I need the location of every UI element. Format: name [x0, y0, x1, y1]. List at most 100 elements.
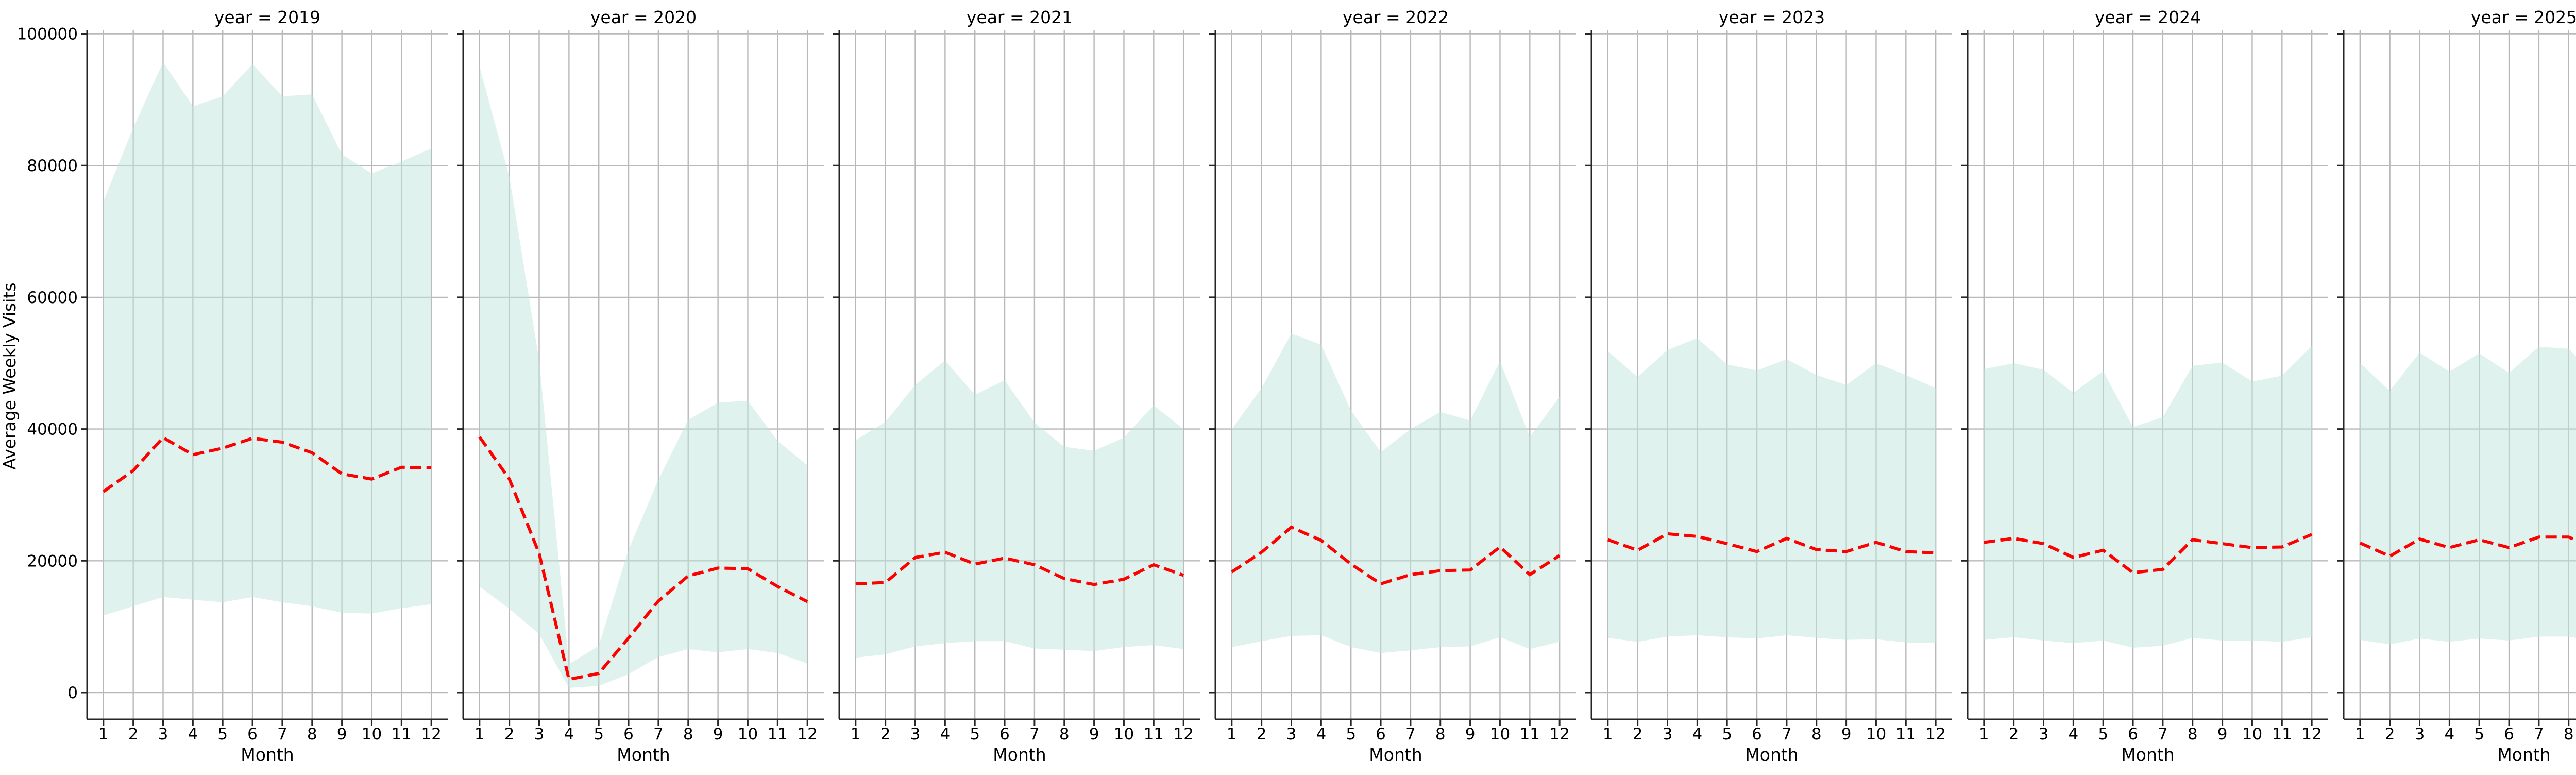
x-tick-label: 8 [2564, 725, 2574, 744]
x-tick-label: 11 [1896, 725, 1916, 744]
x-tick-label: 6 [2128, 725, 2138, 744]
panel-title: year = 2019 [214, 7, 320, 27]
x-tick-label: 2 [880, 725, 891, 744]
x-tick-label: 6 [2504, 725, 2514, 744]
y-tick-label: 100000 [17, 25, 78, 44]
y-tick-label: 0 [67, 684, 78, 702]
x-tick-label: 4 [940, 725, 950, 744]
median-line [103, 435, 432, 493]
x-tick-label: 3 [2415, 725, 2425, 744]
x-tick-label: 12 [1549, 725, 1569, 744]
panel-title: year = 2024 [2095, 7, 2201, 27]
y-tick-label: 60000 [27, 289, 78, 307]
x-tick-label: 12 [421, 725, 441, 744]
x-tick-label: 5 [1346, 725, 1356, 744]
x-tick-label: 1 [1979, 725, 1989, 744]
x-tick-label: 7 [2534, 725, 2544, 744]
x-axis-label: Month [2497, 745, 2550, 765]
x-tick-label: 3 [910, 725, 921, 744]
x-tick-label: 1 [1227, 725, 1237, 744]
x-tick-label: 9 [337, 725, 347, 744]
x-tick-label: 10 [1866, 725, 1886, 744]
y-tick-label: 40000 [27, 420, 78, 439]
x-tick-label: 5 [2098, 725, 2108, 744]
x-tick-label: 8 [1811, 725, 1822, 744]
x-tick-label: 9 [1841, 725, 1852, 744]
y-axis-label: Average Weekly Visits [0, 282, 20, 469]
y-tick-label: 80000 [27, 157, 78, 175]
median-line [2359, 535, 2576, 558]
panel-title: year = 2021 [967, 7, 1073, 27]
x-tick-label: 6 [247, 725, 258, 744]
x-tick-label: 7 [277, 725, 287, 744]
x-tick-label: 9 [713, 725, 723, 744]
x-tick-label: 1 [851, 725, 861, 744]
x-tick-label: 2 [128, 725, 139, 744]
x-tick-label: 10 [2242, 725, 2262, 744]
x-tick-label: 2 [1257, 725, 1267, 744]
x-tick-label: 10 [1114, 725, 1134, 744]
x-tick-label: 4 [188, 725, 198, 744]
x-tick-label: 2 [2009, 725, 2019, 744]
percentile-band [855, 360, 1184, 658]
x-axis-label: Month [617, 745, 670, 765]
x-tick-label: 8 [1059, 725, 1070, 744]
x-tick-label: 12 [1925, 725, 1945, 744]
x-tick-label: 11 [2272, 725, 2292, 744]
x-tick-label: 11 [768, 725, 788, 744]
percentile-band [2360, 346, 2576, 645]
x-tick-label: 10 [738, 725, 758, 744]
x-tick-label: 5 [217, 725, 228, 744]
median-line [1231, 525, 1561, 586]
x-tick-label: 11 [392, 725, 412, 744]
percentile-band [1607, 338, 1936, 644]
x-tick-label: 3 [1286, 725, 1297, 744]
x-tick-label: 12 [797, 725, 817, 744]
x-tick-label: 3 [2039, 725, 2049, 744]
panel-title: year = 2020 [590, 7, 697, 27]
panel-title: year = 2022 [1343, 7, 1449, 27]
x-axis-label: Month [1369, 745, 1422, 765]
x-tick-label: 1 [2355, 725, 2365, 744]
median-line [478, 436, 808, 681]
x-tick-label: 6 [999, 725, 1010, 744]
x-tick-label: 5 [2474, 725, 2484, 744]
x-tick-label: 4 [2444, 725, 2454, 744]
percentile-band [103, 62, 432, 616]
panel-title: year = 2023 [1719, 7, 1825, 27]
x-tick-label: 2 [1633, 725, 1643, 744]
x-tick-label: 2 [504, 725, 515, 744]
x-tick-label: 1 [1603, 725, 1613, 744]
median-line [1607, 532, 1936, 554]
x-tick-label: 10 [362, 725, 382, 744]
x-tick-label: 8 [2188, 725, 2198, 744]
x-tick-label: 5 [1722, 725, 1732, 744]
x-tick-label: 5 [970, 725, 980, 744]
x-tick-label: 3 [158, 725, 168, 744]
percentile-band [1231, 333, 1560, 653]
x-tick-label: 5 [594, 725, 604, 744]
x-tick-label: 7 [1782, 725, 1792, 744]
x-tick-label: 6 [1752, 725, 1762, 744]
median-line [1984, 533, 2313, 575]
x-tick-label: 3 [534, 725, 545, 744]
x-tick-label: 11 [1144, 725, 1164, 744]
x-axis-label: Month [1745, 745, 1798, 765]
x-tick-label: 4 [1692, 725, 1702, 744]
x-tick-label: 4 [2068, 725, 2078, 744]
x-tick-label: 8 [683, 725, 693, 744]
median-line [855, 550, 1184, 586]
percentile-band [1984, 346, 2312, 648]
x-tick-label: 11 [1520, 725, 1540, 744]
x-tick-label: 6 [1376, 725, 1386, 744]
x-tick-label: 8 [1435, 725, 1446, 744]
x-tick-label: 4 [564, 725, 574, 744]
x-tick-label: 12 [1173, 725, 1193, 744]
